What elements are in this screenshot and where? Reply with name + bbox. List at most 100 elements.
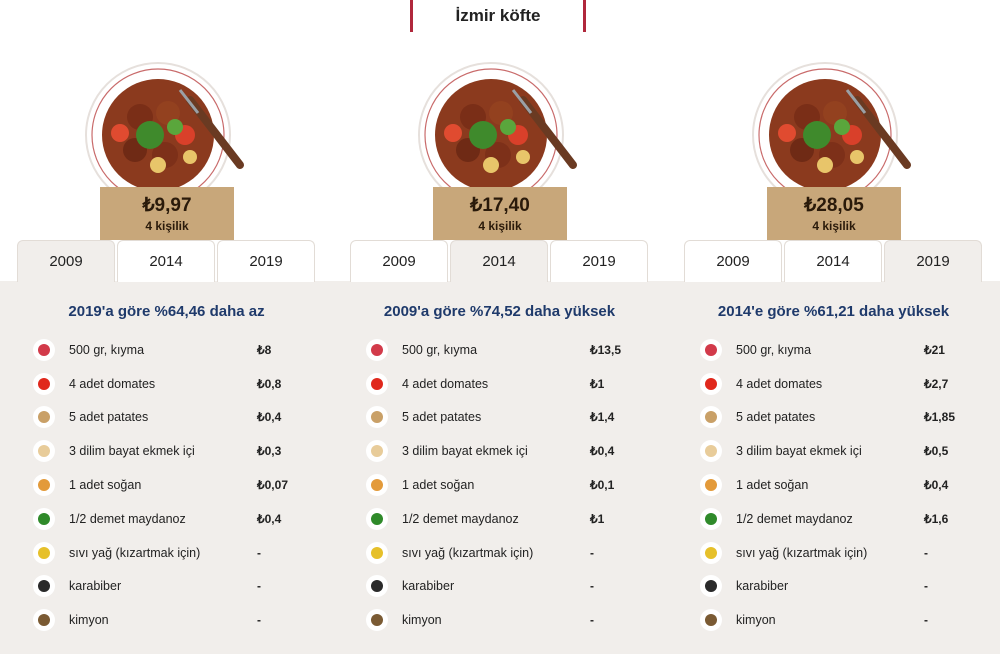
year-tabs: 2009 2014 2019: [350, 240, 650, 282]
ingredient-name: 1/2 demet maydanoz: [736, 511, 853, 526]
pepper-icon: [33, 575, 55, 598]
price-box: ₺28,05 4 kişilik: [767, 187, 901, 240]
ingredient-row: 1 adet soğan ₺0,1: [366, 468, 621, 502]
tab-2019[interactable]: 2019: [550, 240, 648, 282]
ingredient-name: 1 adet soğan: [402, 478, 475, 493]
tab-2019[interactable]: 2019: [884, 240, 982, 282]
meat-icon: [366, 338, 388, 361]
oil-icon: [366, 541, 388, 564]
ingredient-name: 1 adet soğan: [736, 478, 809, 493]
pepper-icon: [366, 575, 388, 598]
ingredient-row: kimyon -: [700, 603, 955, 637]
ingredient-price: ₺1,6: [924, 511, 949, 526]
ingredient-price: ₺0,4: [924, 478, 949, 493]
ingredient-name: sıvı yağ (kızartmak için): [402, 545, 534, 560]
parsley-icon: [33, 507, 55, 530]
ingredient-price: ₺1,4: [590, 410, 615, 425]
ingredient-price: -: [924, 579, 928, 594]
ingredient-price: ₺8: [257, 342, 272, 357]
ingredient-row: karabiber -: [366, 570, 621, 604]
tab-2009[interactable]: 2009: [350, 240, 448, 282]
ingredient-name: 1 adet soğan: [69, 478, 142, 493]
ingredient-row: karabiber -: [700, 570, 955, 604]
ingredient-row: 5 adet patates ₺1,85: [700, 401, 955, 435]
ingredient-price: -: [257, 613, 261, 628]
ingredient-price: ₺1,85: [924, 410, 955, 425]
ingredient-name: karabiber: [402, 579, 455, 594]
price-box: ₺17,40 4 kişilik: [433, 187, 567, 240]
ingredient-row: 3 dilim bayat ekmek içi ₺0,3: [33, 434, 288, 468]
pepper-icon: [700, 575, 722, 598]
price-column: ₺9,97 4 kişilik 2009 2014 2019 2019'a göre …: [0, 0, 333, 654]
ingredient-name: 1/2 demet maydanoz: [69, 511, 186, 526]
ingredient-name: 4 adet domates: [69, 376, 156, 391]
tab-2019[interactable]: 2019: [217, 240, 315, 282]
ingredient-name: karabiber: [69, 579, 122, 594]
page-title: İzmir köfte: [410, 0, 586, 32]
bread-icon: [700, 440, 722, 463]
price-column: ₺28,05 4 kişilik 2009 2014 2019 2014'e göre…: [667, 0, 1000, 654]
year-tabs: 2009 2014 2019: [17, 240, 317, 282]
ingredient-row: 500 gr, kıyma ₺21: [700, 333, 955, 367]
meat-icon: [700, 338, 722, 361]
potato-icon: [700, 406, 722, 429]
oil-icon: [700, 541, 722, 564]
ingredient-row: sıvı yağ (kızartmak için) -: [33, 536, 288, 570]
tomato-icon: [700, 372, 722, 395]
ingredient-name: 4 adet domates: [736, 376, 823, 391]
content-panel: [0, 281, 1000, 654]
cumin-icon: [33, 609, 55, 632]
ingredient-price: -: [257, 545, 261, 560]
ingredient-name: 500 gr, kıyma: [736, 342, 812, 357]
ingredient-row: sıvı yağ (kızartmak için) -: [366, 536, 621, 570]
tab-2009[interactable]: 2009: [684, 240, 782, 282]
comparison-heading: 2019'a göre %64,46 daha az: [68, 303, 265, 320]
ingredient-price: ₺0,8: [257, 376, 282, 391]
ingredient-price: ₺21: [924, 342, 945, 357]
ingredient-price: -: [257, 579, 261, 594]
servings-label: 4 kişilik: [478, 219, 522, 233]
potato-icon: [33, 406, 55, 429]
ingredient-price: -: [590, 545, 594, 560]
ingredient-price: ₺0,1: [590, 478, 615, 493]
ingredient-name: 500 gr, kıyma: [402, 342, 478, 357]
ingredient-row: 1/2 demet maydanoz ₺0,4: [33, 502, 288, 536]
tab-2014[interactable]: 2014: [117, 240, 215, 282]
oil-icon: [33, 541, 55, 564]
tab-2009[interactable]: 2009: [17, 240, 115, 282]
tomato-icon: [33, 372, 55, 395]
parsley-icon: [366, 507, 388, 530]
ingredient-price: ₺1: [590, 511, 605, 526]
ingredient-name: sıvı yağ (kızartmak için): [736, 545, 868, 560]
cumin-icon: [700, 609, 722, 632]
ingredient-price: ₺0,07: [257, 478, 288, 493]
ingredient-name: 3 dilim bayat ekmek içi: [69, 444, 195, 459]
ingredient-name: 5 adet patates: [402, 410, 482, 425]
ingredient-price: -: [924, 545, 928, 560]
ingredient-row: 500 gr, kıyma ₺8: [33, 333, 288, 367]
ingredient-price: ₺0,3: [257, 444, 282, 459]
cumin-icon: [366, 609, 388, 632]
onion-icon: [33, 474, 55, 497]
tab-2014[interactable]: 2014: [784, 240, 882, 282]
ingredient-row: kimyon -: [33, 603, 288, 637]
ingredient-name: 4 adet domates: [402, 376, 489, 391]
ingredient-row: 1 adet soğan ₺0,4: [700, 468, 955, 502]
tab-2014[interactable]: 2014: [450, 240, 548, 282]
ingredient-name: karabiber: [736, 579, 789, 594]
ingredient-row: 5 adet patates ₺1,4: [366, 401, 621, 435]
ingredient-name: 500 gr, kıyma: [69, 342, 145, 357]
ingredient-price: ₺0,4: [257, 410, 282, 425]
price-box: ₺9,97 4 kişilik: [100, 187, 234, 240]
ingredient-row: 1/2 demet maydanoz ₺1: [366, 502, 621, 536]
price-column: ₺17,40 4 kişilik 2009 2014 2019 2009'a göre…: [333, 0, 666, 654]
ingredient-row: 5 adet patates ₺0,4: [33, 401, 288, 435]
comparison-heading: 2014'e göre %61,21 daha yüksek: [717, 303, 950, 320]
ingredient-name: 5 adet patates: [69, 410, 149, 425]
ingredient-name: kimyon: [736, 613, 776, 628]
onion-icon: [366, 474, 388, 497]
ingredient-price: ₺2,7: [924, 376, 949, 391]
tomato-icon: [366, 372, 388, 395]
year-tabs: 2009 2014 2019: [684, 240, 984, 282]
total-price: ₺28,05: [804, 195, 864, 216]
